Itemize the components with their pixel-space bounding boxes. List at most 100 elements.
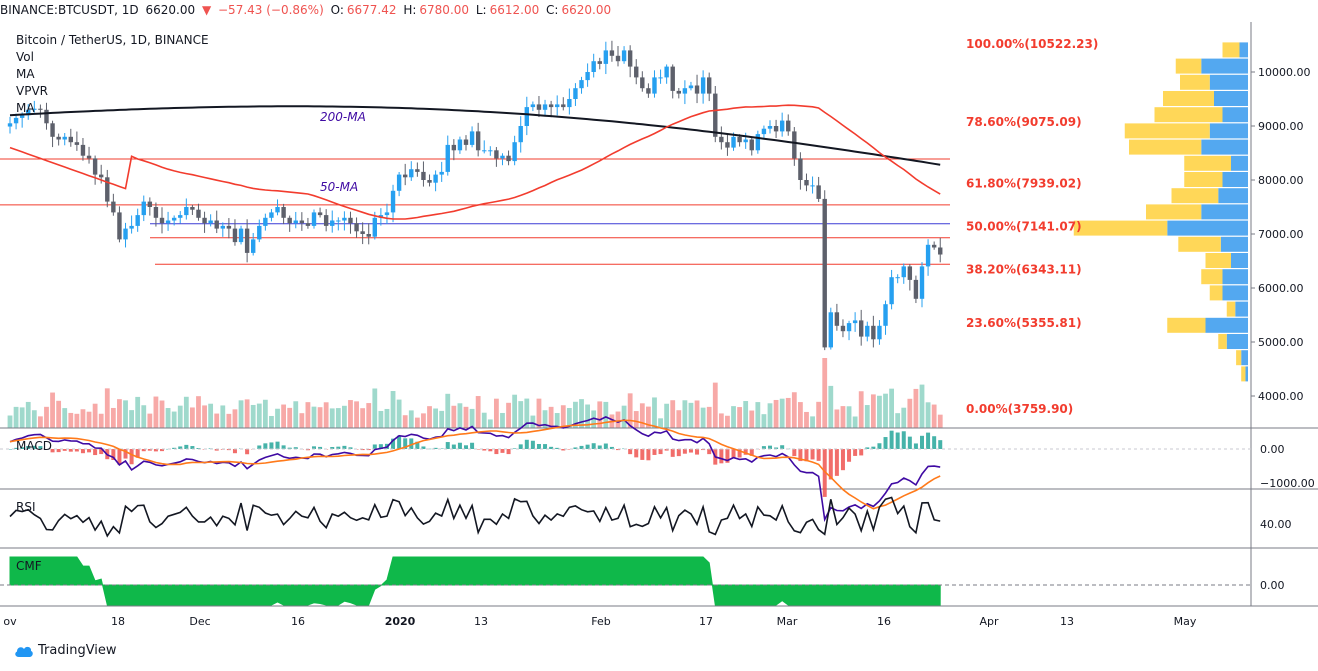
candle-body bbox=[542, 104, 548, 110]
candle-body bbox=[646, 88, 651, 94]
volume-bar bbox=[129, 410, 134, 428]
candle-body bbox=[688, 85, 694, 89]
candle-body bbox=[226, 225, 232, 229]
vpvr-bar-down bbox=[1209, 285, 1223, 301]
legend-ma-2[interactable]: MA bbox=[16, 101, 35, 115]
vpvr-bar-up bbox=[1218, 188, 1248, 204]
macd-histogram-bar bbox=[695, 449, 700, 455]
volume-bar bbox=[627, 393, 633, 428]
candle-body bbox=[907, 266, 913, 280]
macd-histogram-bar bbox=[153, 449, 158, 452]
volume-bar bbox=[761, 414, 767, 428]
cmf-label[interactable]: CMF bbox=[16, 559, 42, 573]
macd-histogram-bar bbox=[853, 449, 858, 456]
volume-bar bbox=[220, 405, 226, 428]
macd-histogram-bar bbox=[907, 436, 912, 449]
volume-bar bbox=[214, 413, 220, 428]
macd-histogram-bar bbox=[178, 446, 183, 449]
candle-body bbox=[287, 217, 292, 224]
volume-bar bbox=[7, 415, 13, 428]
vpvr-bar-up bbox=[1209, 74, 1248, 90]
macd-histogram-bar bbox=[470, 442, 475, 449]
volume-bar bbox=[828, 385, 834, 428]
macd-histogram-bar bbox=[360, 449, 365, 451]
candle-body bbox=[676, 90, 681, 94]
macd-histogram-bar bbox=[798, 449, 803, 462]
time-axis[interactable]: ov 18 Dec 16 2020 13 Feb 17 Mar 16 Apr 13 May bbox=[3, 615, 1196, 628]
volume-bar bbox=[159, 400, 165, 428]
candle-body bbox=[634, 66, 639, 78]
time-tick-label: Mar bbox=[777, 615, 798, 628]
macd-histogram-bar bbox=[616, 449, 620, 451]
candle-body bbox=[263, 217, 268, 226]
candle-body bbox=[475, 131, 481, 151]
candle-body bbox=[852, 320, 858, 324]
vpvr-bar-down bbox=[1073, 220, 1168, 236]
volume-bar bbox=[19, 407, 25, 428]
last-price: 6620.00 bbox=[145, 3, 196, 17]
candle-body bbox=[913, 279, 919, 299]
candle-body bbox=[573, 88, 578, 99]
fib-label: 61.80%(7939.02) bbox=[966, 176, 1082, 190]
candle-body bbox=[737, 136, 742, 143]
legend-ma[interactable]: MA bbox=[16, 67, 35, 81]
volume-bar bbox=[779, 398, 785, 428]
macd-histogram-bar bbox=[117, 449, 122, 465]
volume-bar bbox=[244, 399, 250, 428]
volume-bar bbox=[414, 417, 420, 428]
vpvr-bar-down bbox=[1129, 139, 1202, 155]
volume-bar bbox=[250, 404, 256, 428]
volume-bar bbox=[445, 393, 451, 428]
macd-histogram-bar bbox=[938, 440, 943, 449]
candle-body bbox=[463, 139, 469, 145]
volume-bar bbox=[804, 411, 809, 428]
macd-histogram-bar bbox=[257, 445, 262, 449]
trading-chart[interactable]: 100.00%(10522.23) 78.60%(9075.09) 61.80%(7… bbox=[0, 0, 1318, 633]
candle-body bbox=[330, 220, 335, 226]
legend-vol[interactable]: Vol bbox=[16, 50, 34, 64]
volume-bar bbox=[883, 393, 888, 428]
price-axis[interactable]: 10000.00 9000.00 8000.00 7000.00 6000.00 5000… bbox=[1251, 66, 1315, 592]
candle-body bbox=[153, 207, 159, 218]
pane-tick-label: −1000.00 bbox=[1260, 477, 1315, 490]
legend-vpvr[interactable]: VPVR bbox=[16, 84, 48, 98]
time-tick-label: May bbox=[1174, 615, 1197, 628]
volume-bar bbox=[153, 396, 159, 428]
open-value: 6677.42 bbox=[346, 3, 397, 17]
macd-histogram-bar bbox=[20, 447, 25, 449]
tradingview-logo[interactable]: TradingView bbox=[14, 643, 117, 658]
macd-histogram-bar bbox=[269, 442, 274, 449]
candle-body bbox=[561, 104, 566, 108]
pane-tick-label: 40.00 bbox=[1260, 518, 1292, 531]
volume-bar bbox=[262, 399, 268, 428]
macd-histogram-bar bbox=[585, 444, 590, 449]
candle-body bbox=[433, 174, 438, 183]
macd-histogram-bar bbox=[549, 446, 554, 449]
symbol-name[interactable]: BINANCE:BTCUSDT, 1D bbox=[0, 3, 139, 17]
rsi-label[interactable]: RSI bbox=[16, 500, 36, 514]
macd-histogram-bar bbox=[8, 449, 12, 450]
macd-histogram-bar bbox=[561, 449, 566, 451]
volume-bar bbox=[919, 384, 925, 428]
volume-bar bbox=[822, 358, 828, 428]
volume-bar bbox=[183, 396, 189, 428]
candle-body bbox=[761, 128, 767, 135]
price-tick-label: 4000.00 bbox=[1258, 390, 1304, 403]
candle-body bbox=[530, 104, 536, 108]
macd-label[interactable]: MACD bbox=[16, 439, 52, 453]
candle-body bbox=[871, 325, 876, 340]
candle-body bbox=[658, 77, 663, 79]
volume-bar bbox=[354, 401, 359, 428]
volume-bar bbox=[737, 407, 742, 428]
volume-bar bbox=[494, 398, 499, 428]
volume-bar bbox=[378, 410, 384, 428]
price-tick-label: 5000.00 bbox=[1258, 336, 1304, 349]
candle-body bbox=[129, 225, 134, 229]
macd-histogram-bar bbox=[664, 449, 669, 451]
macd-histogram-bar bbox=[640, 449, 645, 460]
volume-bar bbox=[317, 407, 323, 428]
volume-bar bbox=[366, 403, 372, 428]
candle-body bbox=[342, 217, 347, 221]
candle-body bbox=[147, 201, 153, 207]
macd-histogram-bar bbox=[840, 449, 845, 471]
